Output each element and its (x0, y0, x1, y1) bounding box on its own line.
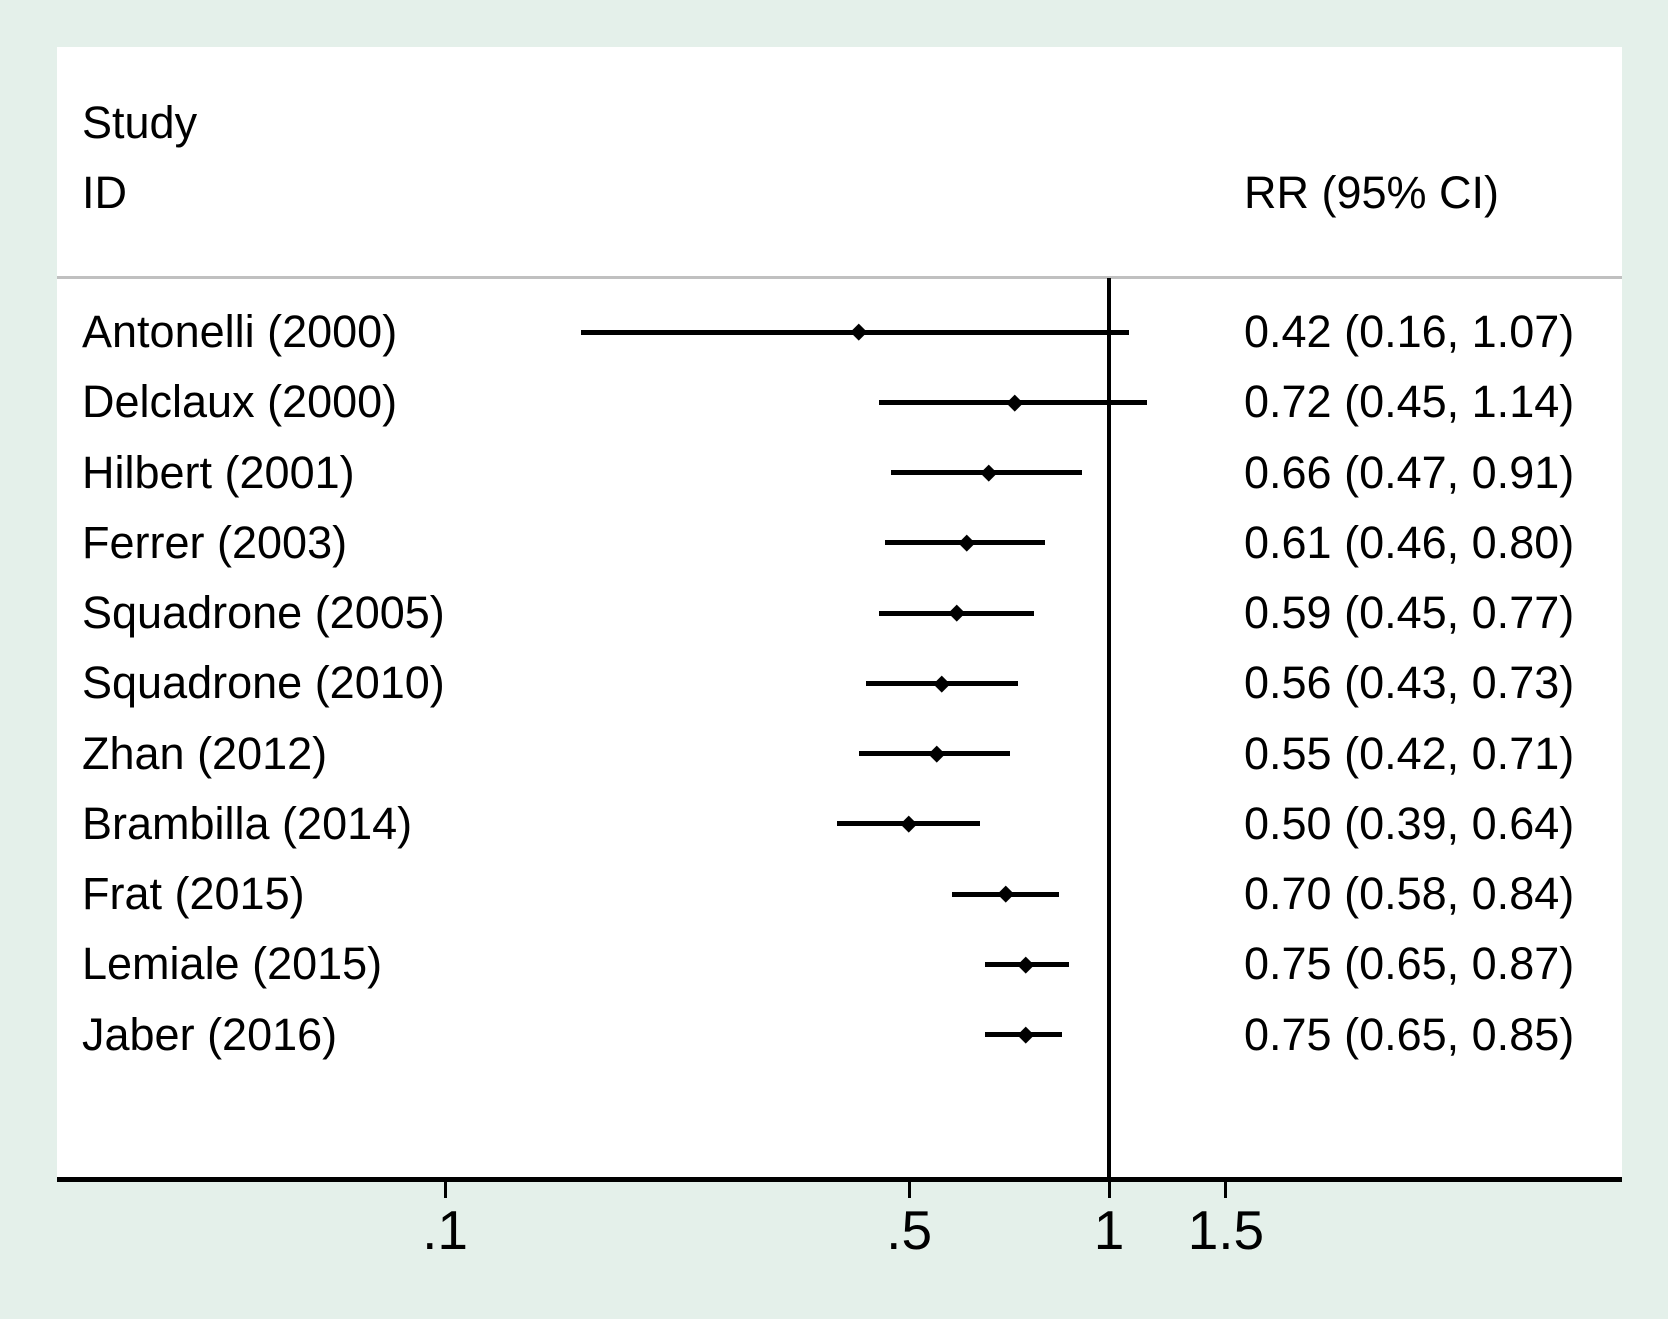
forest-row: Zhan (2012) 0.55 (0.42, 0.71) (57, 719, 1622, 789)
forest-row: Jaber (2016) 0.75 (0.65, 0.85) (57, 1000, 1622, 1070)
point-estimate-diamond (948, 604, 965, 622)
point-estimate-diamond (933, 675, 950, 692)
point-estimate-diamond (1006, 394, 1023, 411)
point-estimate-diamond (1017, 956, 1035, 973)
study-label: Lemiale (2015) (82, 938, 383, 990)
x-axis-tick (907, 1182, 911, 1198)
point-estimate-diamond (998, 885, 1015, 903)
forest-row: Brambilla (2014) 0.50 (0.39, 0.64) (57, 789, 1622, 859)
forest-row: Delclaux (2000) 0.72 (0.45, 1.14) (57, 367, 1622, 437)
column-header-study-line1: Study (82, 97, 198, 148)
plot-panel: Study ID RR (95% CI) Antonelli (2000) 0.4… (57, 47, 1622, 1177)
study-label: Hilbert (2001) (82, 446, 355, 498)
point-estimate-diamond (928, 745, 945, 762)
point-estimate-diamond (850, 323, 867, 341)
forest-row: Hilbert (2001) 0.66 (0.47, 0.91) (57, 438, 1622, 508)
forest-row: Squadrone (2005) 0.59 (0.45, 0.77) (57, 578, 1622, 648)
rr-value: 0.56 (0.43, 0.73) (1244, 657, 1575, 709)
column-header-rr: RR (95% CI) (1244, 167, 1500, 218)
header-separator-line (57, 276, 1622, 279)
study-label: Ferrer (2003) (82, 516, 348, 568)
rr-value: 0.42 (0.16, 1.07) (1244, 306, 1575, 357)
rr-value: 0.75 (0.65, 0.85) (1244, 1008, 1575, 1060)
study-label: Jaber (2016) (82, 1008, 338, 1060)
forest-row: Frat (2015) 0.70 (0.58, 0.84) (57, 859, 1622, 929)
x-axis-tick (1107, 1182, 1111, 1198)
study-label: Squadrone (2005) (82, 587, 445, 638)
point-estimate-diamond (1017, 1026, 1035, 1043)
x-axis-tick-label: .1 (422, 1199, 468, 1261)
point-estimate-diamond (958, 534, 975, 551)
x-axis-tick-label: 1 (1093, 1199, 1125, 1261)
rr-value: 0.66 (0.47, 0.91) (1244, 446, 1575, 498)
x-axis-line (57, 1177, 1622, 1182)
study-label: Delclaux (2000) (82, 376, 398, 428)
forest-row: Antonelli (2000) 0.42 (0.16, 1.07) (57, 297, 1622, 367)
study-label: Squadrone (2010) (82, 657, 445, 709)
point-estimate-diamond (981, 464, 998, 481)
x-axis-tick (1224, 1182, 1228, 1198)
column-header-study: Study ID (82, 88, 197, 228)
study-label: Brambilla (2014) (82, 797, 413, 849)
forest-row: Lemiale (2015) 0.75 (0.65, 0.87) (57, 929, 1622, 999)
x-axis-tick-label: 1.5 (1187, 1199, 1265, 1261)
x-axis-tick-label: .5 (886, 1199, 933, 1261)
rr-value: 0.50 (0.39, 0.64) (1244, 797, 1575, 849)
study-label: Frat (2015) (82, 868, 305, 919)
forest-row: Squadrone (2010) 0.56 (0.43, 0.73) (57, 648, 1622, 718)
reference-line-rr1 (1107, 278, 1111, 1177)
rr-value: 0.70 (0.58, 0.84) (1244, 868, 1575, 919)
point-estimate-diamond (900, 815, 918, 832)
study-label: Antonelli (2000) (82, 306, 398, 357)
rr-value: 0.61 (0.46, 0.80) (1244, 516, 1575, 568)
rr-value: 0.72 (0.45, 1.14) (1244, 376, 1575, 428)
column-header-study-line2: ID (82, 167, 127, 218)
forest-row: Ferrer (2003) 0.61 (0.46, 0.80) (57, 508, 1622, 578)
x-axis-tick (443, 1182, 447, 1198)
study-label: Zhan (2012) (82, 727, 328, 779)
rr-value: 0.55 (0.42, 0.71) (1244, 727, 1575, 779)
rr-value: 0.75 (0.65, 0.87) (1244, 938, 1575, 990)
rr-value: 0.59 (0.45, 0.77) (1244, 587, 1575, 638)
